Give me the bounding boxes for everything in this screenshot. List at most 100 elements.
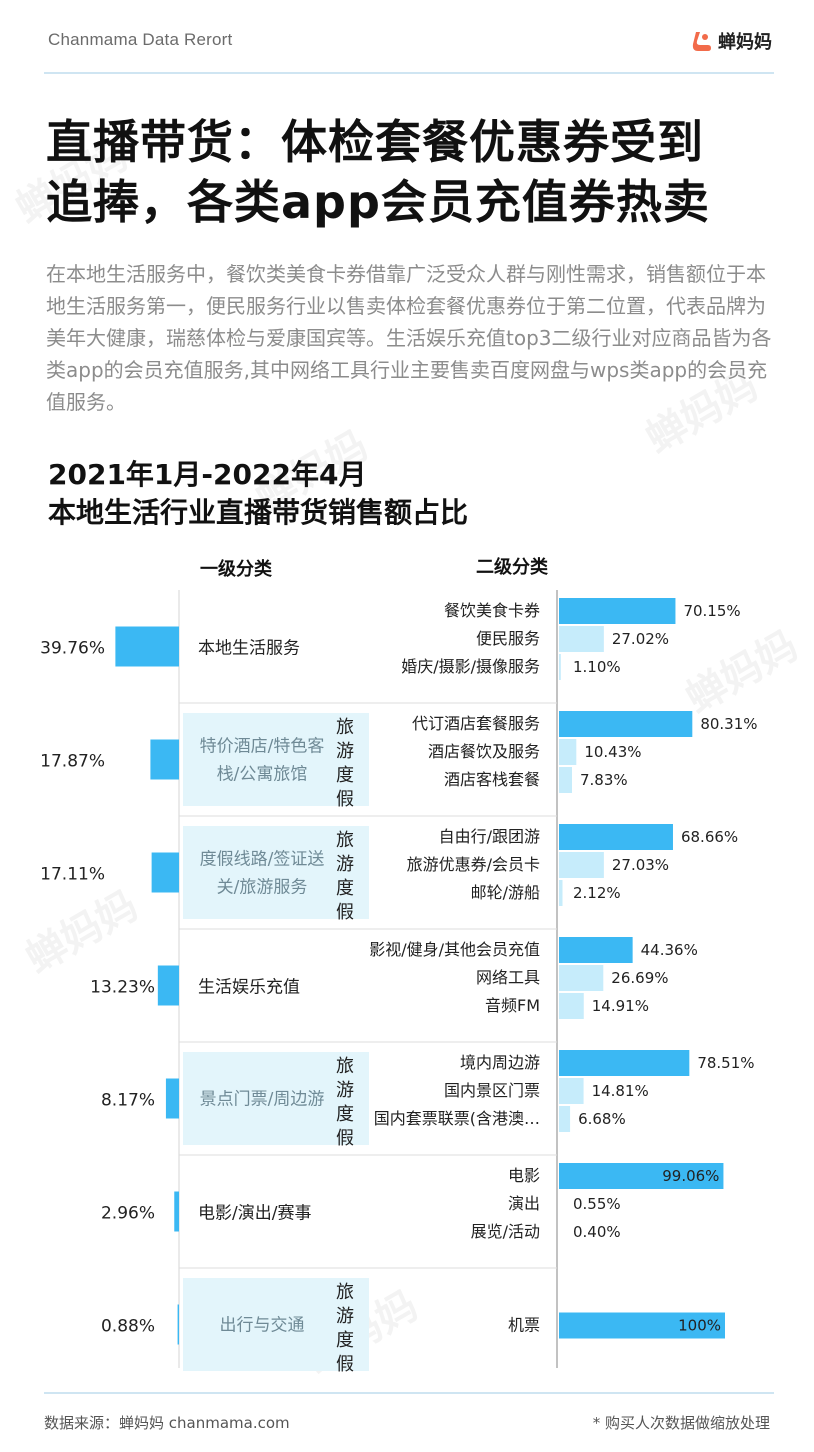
headline-line-2: 追捧，各类app会员充值券热卖 [46,175,710,229]
level1-share-label: 2.96% [101,1204,155,1224]
chart-title-line-2: 本地生活行业直播带货销售额占比 [48,496,469,529]
level1-category-label: 本地生活服务 [198,639,300,659]
level2-value-label: 1.10% [573,658,621,676]
level2-value-label: 10.43% [584,743,641,761]
level2-value-label: 7.83% [580,771,628,789]
level2-category-label: 酒店餐饮及服务 [428,742,540,761]
level1-share-label: 13.23% [90,978,155,998]
level1-bar [150,739,179,780]
level2-bar [559,1312,725,1339]
top-divider [44,72,774,74]
level1-share-label: 0.88% [101,1317,155,1337]
level1-category-label: 栈/公寓旅馆 [217,765,308,785]
level1-category-label: 生活娱乐充值 [198,978,300,998]
level2-category-label: 代订酒店套餐服务 [412,714,540,733]
brand-text: Chanmama Data Rerort [48,30,233,49]
level2-bar [559,711,693,737]
level2-value-label: 26.69% [611,969,668,987]
level2-category-label: 餐饮美食卡券 [444,601,540,620]
level1-category-label: 电影/演出/赛事 [198,1203,311,1224]
travel-category-box [183,1278,369,1371]
level2-category-label: 演出 [508,1194,540,1213]
chart-title: 2021年1月-2022年4月 本地生活行业直播带货销售额占比 [48,456,468,532]
travel-tag-char: 假 [336,1128,354,1149]
level2-bar [559,598,676,624]
travel-category-box [183,1052,369,1145]
level2-category-label: 婚庆/摄影/摄像服务 [401,657,540,676]
travel-tag-char: 游 [336,854,354,875]
level2-value-label: 99.06% [662,1167,719,1185]
level2-bar [559,767,572,793]
travel-tag-char: 旅 [336,1282,354,1303]
level1-bar [165,1078,179,1119]
level1-share-label: 8.17% [101,1091,155,1111]
level2-category-label: 邮轮/游船 [471,883,540,902]
travel-category-box [183,826,369,919]
bottom-divider [44,1392,774,1394]
level2-category-label: 便民服务 [476,629,540,648]
level2-value-label: 78.51% [697,1054,754,1072]
logo: 蝉妈妈 [690,28,772,54]
level1-bar [177,1304,179,1345]
travel-tag-char: 假 [336,1354,354,1375]
level2-value-label: 68.66% [681,828,738,846]
level2-value-label: 14.91% [592,997,649,1015]
travel-tag-char: 旅 [336,717,354,738]
level2-bar [559,824,673,850]
chart-title-line-1: 2021年1月-2022年4月 [48,458,367,491]
level1-bar [151,852,179,893]
level2-category-label: 旅游优惠券/会员卡 [407,855,540,874]
level2-value-label: 100% [678,1317,721,1335]
travel-tag-char: 游 [336,1306,354,1327]
level2-value-label: 0.40% [573,1223,621,1241]
level2-value-label: 6.68% [578,1110,626,1128]
level2-category-label: 酒店客栈套餐 [444,770,540,789]
travel-tag-char: 旅 [336,1056,354,1077]
headline: 直播带货：体检套餐优惠券受到 追捧，各类app会员充值券热卖 [46,112,766,232]
level2-category-label: 国内景区门票 [444,1081,540,1100]
level2-bar [559,739,577,765]
level2-bar [559,965,604,991]
level1-bar [157,965,179,1006]
travel-category-box [183,713,369,806]
level1-bar [174,1191,179,1232]
level2-value-label: 0.55% [573,1195,621,1213]
travel-tag-char: 度 [336,878,354,899]
travel-tag-char: 假 [336,789,354,810]
level2-bar [559,1050,690,1076]
level2-bar [559,1106,571,1132]
travel-tag-char: 旅 [336,830,354,851]
level1-category-label: 出行与交通 [220,1316,305,1336]
level1-category-label: 度假线路/签证送 [200,850,325,870]
travel-tag-char: 游 [336,741,354,762]
level1-share-label: 17.11% [40,865,105,885]
level2-value-label: 80.31% [700,715,757,733]
chanmama-logo-icon [692,32,711,51]
travel-tag-char: 度 [336,1104,354,1125]
level1-category-label: 特价酒店/特色客 [200,737,325,757]
travel-tag-char: 度 [336,1330,354,1351]
level2-category-label: 网络工具 [476,968,540,987]
level2-bar [559,654,561,680]
level2-value-label: 27.02% [612,630,669,648]
level1-bar [115,626,179,667]
level2-value-label: 14.81% [592,1082,649,1100]
level2-category-label: 音频FM [485,996,540,1015]
level2-category-label: 自由行/跟团游 [439,827,540,846]
level2-header: 二级分类 [476,556,549,578]
data-source: 数据来源：蝉妈妈 chanmama.com [44,1414,290,1432]
logo-text: 蝉妈妈 [718,32,772,53]
level2-bar [559,626,604,652]
level2-category-label: 影视/健身/其他会员充值 [369,940,540,959]
travel-tag-char: 度 [336,765,354,786]
level2-bar [559,1078,584,1104]
level2-category-label: 展览/活动 [471,1222,540,1241]
level2-value-label: 2.12% [573,884,621,902]
level2-value-label: 44.36% [641,941,698,959]
level2-category-label: 国内套票联票(含港澳… [374,1109,540,1128]
level2-bar [559,880,563,906]
level1-category-label: 景点门票/周边游 [200,1090,325,1110]
level2-value-label: 27.03% [612,856,669,874]
intro-paragraph: 在本地生活服务中，餐饮类美食卡券借靠广泛受众人群与刚性需求，销售额位于本地生活服… [46,262,772,414]
